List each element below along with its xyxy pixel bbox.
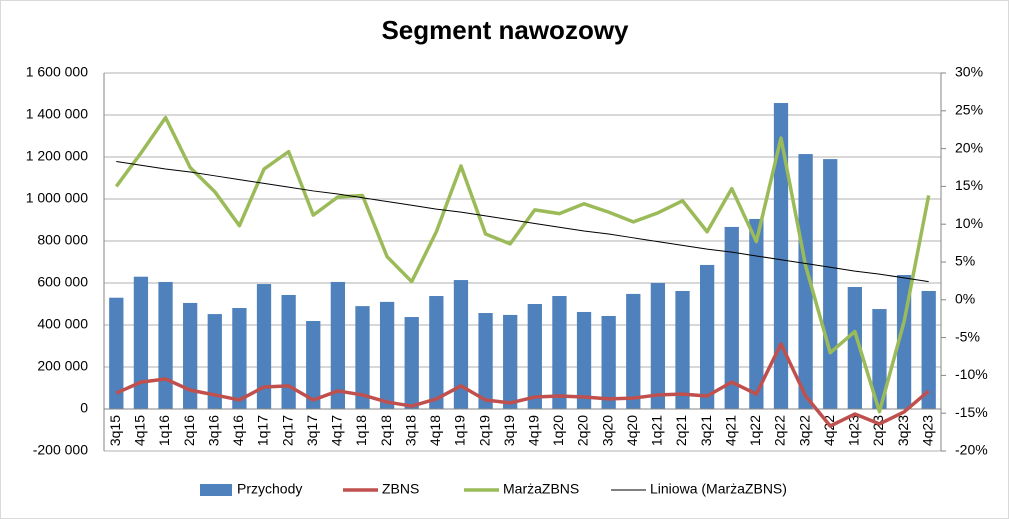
x-tick-label: 1q20 xyxy=(550,415,566,446)
x-tick-label: 2q18 xyxy=(378,415,394,446)
chart-title: Segment nawozowy xyxy=(381,15,629,45)
x-tick-label: 1q22 xyxy=(747,415,763,446)
bar xyxy=(601,315,616,409)
bar xyxy=(650,283,666,409)
x-tick-label: 1q21 xyxy=(649,415,665,446)
bar xyxy=(552,296,567,409)
x-tick-label: 2q16 xyxy=(181,415,197,446)
legend-label: ZBNS xyxy=(382,481,419,497)
x-tick-label: 3q22 xyxy=(796,415,812,446)
x-tick-label: 3q20 xyxy=(599,415,615,446)
bar xyxy=(232,307,247,409)
bar xyxy=(749,218,764,409)
x-tick-label: 4q16 xyxy=(230,415,246,446)
x-tick-label: 2q21 xyxy=(673,415,689,446)
y-tick-label: 800 000 xyxy=(37,232,88,248)
bar xyxy=(724,226,739,409)
x-tick-label: 4q23 xyxy=(919,415,935,446)
bar xyxy=(503,314,518,409)
line-series xyxy=(114,115,931,414)
y-tick-label: 600 000 xyxy=(37,274,88,290)
y2-tick-label: -20% xyxy=(955,442,988,458)
y2-tick-label: 5% xyxy=(955,253,975,269)
bar xyxy=(576,311,592,409)
y-tick-label: 1 000 000 xyxy=(26,190,88,206)
bar xyxy=(478,313,493,409)
x-tick-label: 3q23 xyxy=(895,415,911,446)
bar xyxy=(847,286,862,409)
bar xyxy=(158,281,173,409)
y2-tick-label: 0% xyxy=(955,291,975,307)
x-tick-label: 1q23 xyxy=(846,415,862,446)
bar xyxy=(133,276,149,409)
bar xyxy=(404,317,419,409)
x-tick-label: 3q18 xyxy=(402,415,418,446)
y-tick-label: 400 000 xyxy=(37,316,88,332)
x-tick-label: 3q16 xyxy=(205,415,221,446)
bar xyxy=(626,293,641,409)
bar xyxy=(256,284,272,409)
y-tick-label: 1 600 000 xyxy=(26,64,88,80)
x-tick-label: 1q16 xyxy=(156,415,172,446)
bar xyxy=(429,296,444,409)
line-series xyxy=(115,342,930,428)
bar xyxy=(379,301,395,409)
x-tick-label: 4q19 xyxy=(526,415,542,446)
bar xyxy=(675,290,690,409)
bar xyxy=(207,314,222,409)
x-tick-label: 2q19 xyxy=(476,415,492,446)
x-tick-label: 3q21 xyxy=(698,415,714,446)
y2-tick-label: -15% xyxy=(955,404,988,420)
y-tick-label: 200 000 xyxy=(37,358,88,374)
bar xyxy=(281,294,296,409)
y2-tick-label: 10% xyxy=(955,215,983,231)
y2-tick-label: 25% xyxy=(955,102,983,118)
line-series xyxy=(116,160,929,283)
x-tick-label: 4q15 xyxy=(132,415,148,446)
legend-label: MarżaZBNS xyxy=(503,481,579,497)
bar xyxy=(453,280,469,409)
legend-swatch xyxy=(200,484,232,496)
y-tick-label: 1 400 000 xyxy=(26,106,88,122)
bar xyxy=(798,154,813,409)
x-tick-label: 3q15 xyxy=(107,415,123,446)
y2-tick-label: 15% xyxy=(955,177,983,193)
bar xyxy=(773,103,789,409)
x-tick-label: 4q17 xyxy=(329,415,345,446)
x-tick-label: 2q20 xyxy=(575,415,591,446)
y2-tick-label: 20% xyxy=(955,139,983,155)
bar xyxy=(921,290,936,409)
bar xyxy=(306,321,321,409)
bar xyxy=(355,306,370,409)
legend-label: Przychody xyxy=(237,481,302,497)
x-tick-label: 2q17 xyxy=(279,415,295,446)
x-tick-label: 3q17 xyxy=(304,415,320,446)
bar xyxy=(183,302,198,409)
y2-tick-label: -5% xyxy=(955,328,980,344)
y-tick-label: 0 xyxy=(80,400,88,416)
x-tick-label: 4q18 xyxy=(427,415,443,446)
x-tick-label: 4q21 xyxy=(722,415,738,446)
y2-tick-label: 30% xyxy=(955,64,983,80)
y-tick-label: 1 200 000 xyxy=(26,148,88,164)
x-tick-label: 1q18 xyxy=(353,415,369,446)
x-tick-label: 1q17 xyxy=(255,415,271,446)
bar xyxy=(527,304,542,409)
bar xyxy=(699,264,715,409)
y2-tick-label: -10% xyxy=(955,366,988,382)
x-tick-label: 4q22 xyxy=(821,415,837,446)
x-tick-label: 1q19 xyxy=(452,415,468,446)
legend-label: Liniowa (MarżaZBNS) xyxy=(650,481,787,497)
bar xyxy=(330,281,346,409)
bar xyxy=(872,309,887,409)
y-tick-label: -200 000 xyxy=(33,442,88,458)
bar xyxy=(823,159,838,409)
bar xyxy=(109,297,124,409)
x-tick-label: 2q22 xyxy=(772,415,788,446)
x-tick-label: 3q19 xyxy=(501,415,517,446)
x-tick-label: 4q20 xyxy=(624,415,640,446)
